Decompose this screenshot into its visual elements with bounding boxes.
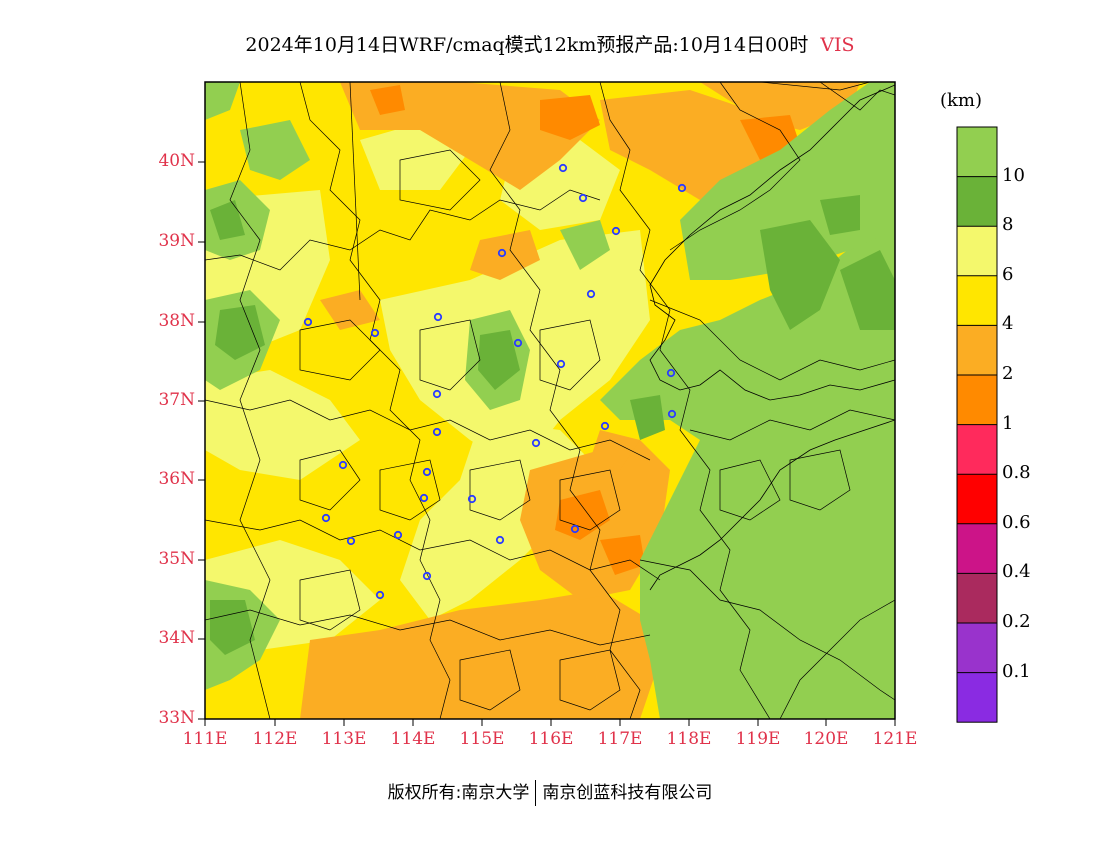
station-marker — [495, 535, 505, 545]
unit-label: (km) — [940, 90, 983, 111]
lon-label: 119E — [735, 729, 781, 749]
station-marker — [586, 289, 596, 299]
colorbar-label: 0.6 — [1002, 511, 1031, 533]
copyright-footer: 版权所有:南京大学 南京创蓝科技有限公司 — [0, 778, 1100, 806]
lon-label: 120E — [803, 729, 849, 749]
colorbar-label: 0.2 — [1002, 611, 1031, 632]
colorbar-swatch — [957, 226, 997, 276]
colorbar-swatch — [957, 275, 997, 326]
footer-divider — [535, 780, 537, 806]
lat-label: 35N — [158, 549, 195, 569]
station-marker — [667, 409, 677, 419]
station-marker — [677, 183, 687, 193]
colorbar-label: 4 — [1002, 313, 1014, 335]
station-marker — [419, 493, 429, 503]
colorbar-swatch — [957, 523, 997, 574]
colorbar-label: 0.4 — [1002, 561, 1031, 583]
station-marker — [556, 359, 566, 369]
station-marker — [570, 524, 580, 534]
station-marker — [578, 193, 588, 203]
station-marker — [393, 530, 403, 540]
colorbar-outline — [956, 126, 998, 723]
colorbar-swatch — [957, 573, 997, 623]
colorbar-label: 1 — [1002, 412, 1014, 434]
colorbar-label: 0.1 — [1002, 660, 1031, 682]
visibility-field — [205, 82, 895, 719]
station-marker — [432, 427, 442, 437]
station-marker — [467, 494, 477, 504]
map-title: 2024年10月14日WRF/cmaq模式12km预报产品:10月14日00时 V… — [245, 34, 855, 56]
colorbar-label: 8 — [1002, 214, 1014, 236]
colorbar-swatch — [957, 325, 997, 375]
colorbar-label: 0.8 — [1002, 462, 1031, 484]
lon-label: 111E — [182, 729, 228, 749]
colorbar — [956, 126, 998, 723]
colorbar-label: 6 — [1002, 263, 1014, 285]
colorbar-swatch — [957, 623, 997, 673]
station-marker — [422, 467, 432, 477]
colorbar-swatch — [957, 672, 997, 723]
station-marker — [432, 389, 442, 399]
station-marker — [375, 590, 385, 600]
station-marker — [422, 571, 432, 581]
colorbar-swatch — [957, 424, 997, 475]
lat-label: 33N — [158, 708, 195, 728]
station-marker — [611, 226, 621, 236]
station-marker — [513, 338, 523, 348]
station-marker — [558, 163, 568, 173]
station-marker — [338, 460, 348, 470]
station-marker — [321, 513, 331, 523]
colorbar-swatch — [957, 176, 997, 227]
station-marker — [600, 421, 610, 431]
lon-label: 115E — [459, 729, 505, 749]
lon-label: 118E — [666, 729, 712, 749]
lat-label: 39N — [158, 231, 195, 251]
station-marker — [346, 536, 356, 546]
lat-label: 40N — [158, 151, 195, 171]
station-marker — [531, 438, 541, 448]
colorbar-label: 10 — [1002, 164, 1025, 186]
lat-label: 34N — [158, 628, 195, 648]
lon-label: 114E — [390, 729, 436, 749]
station-marker — [497, 248, 507, 258]
station-marker — [666, 368, 676, 378]
colorbar-swatch — [957, 375, 997, 425]
copyright-right: 南京创蓝科技有限公司 — [542, 783, 713, 803]
copyright-left: 版权所有:南京大学 — [387, 783, 530, 803]
lon-label: 117E — [597, 729, 643, 749]
lat-label: 36N — [158, 469, 195, 489]
lat-label: 38N — [158, 311, 195, 331]
colorbar-swatch — [957, 474, 997, 524]
station-marker — [370, 328, 380, 338]
variable-label: VIS — [820, 34, 855, 56]
lon-label: 121E — [872, 729, 918, 749]
station-marker — [303, 317, 313, 327]
station-marker — [433, 312, 443, 322]
lat-label: 37N — [158, 390, 195, 410]
colorbar-label: 2 — [1002, 363, 1014, 384]
lon-label: 113E — [321, 729, 367, 749]
lon-label: 116E — [528, 729, 574, 749]
colorbar-swatch — [957, 127, 997, 177]
lon-label: 112E — [252, 729, 298, 749]
station-markers — [303, 163, 687, 600]
